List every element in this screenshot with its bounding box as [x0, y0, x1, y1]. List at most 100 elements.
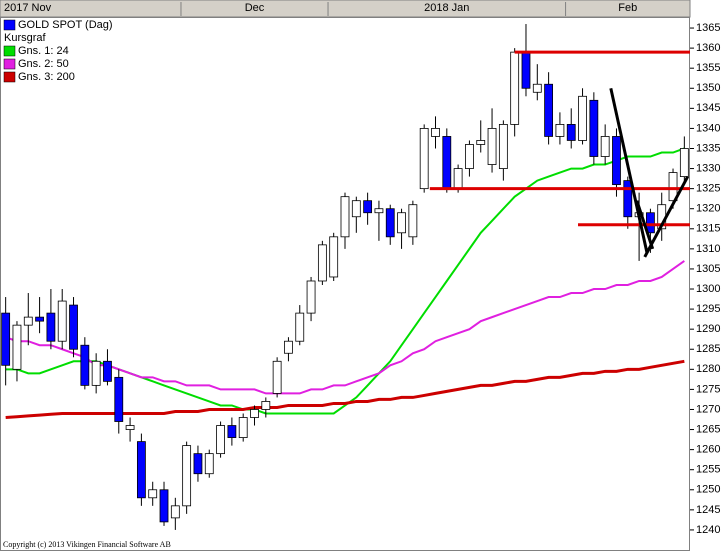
- candle-body: [363, 200, 373, 214]
- candle-body: [317, 244, 327, 282]
- y-tick-label: 1290: [696, 323, 720, 335]
- candle-body: [261, 401, 271, 410]
- legend-swatch: [3, 45, 16, 57]
- y-tick-label: 1295: [696, 303, 720, 315]
- y-tick-label: 1335: [696, 142, 720, 154]
- candle-body: [589, 99, 599, 157]
- candle-body: [453, 168, 463, 190]
- candle-body: [612, 136, 621, 186]
- legend-label: GOLD SPOT (Dag): [18, 19, 113, 31]
- candle-body: [532, 83, 542, 93]
- candle-body: [431, 128, 440, 137]
- candle-body: [623, 180, 633, 218]
- y-tick-label: 1280: [696, 363, 720, 375]
- plot-frame: [0, 17, 690, 551]
- candle-body: [12, 324, 22, 370]
- y-tick-label: 1310: [696, 243, 720, 255]
- y-tick-label: 1320: [696, 203, 720, 215]
- candle-body: [35, 316, 44, 322]
- candle-body: [329, 236, 339, 278]
- candle-body: [419, 128, 429, 190]
- y-tick-label: 1330: [696, 162, 720, 174]
- legend-title: Kursgraf: [4, 32, 47, 44]
- y-tick-label: 1315: [696, 223, 720, 235]
- candle-body: [351, 200, 361, 218]
- y-tick-label: 1240: [696, 524, 720, 536]
- candle-body: [408, 204, 418, 238]
- trend-line: [609, 87, 649, 254]
- candle-body: [476, 140, 486, 145]
- y-tick-label: 1365: [696, 22, 720, 34]
- candle-body: [272, 360, 282, 394]
- candle-layer: [1, 24, 689, 530]
- candle-body: [80, 344, 90, 386]
- trend-line: [635, 200, 655, 250]
- candle-body: [668, 172, 678, 202]
- candle-body: [193, 453, 203, 475]
- candle-body: [340, 196, 350, 238]
- y-tick-label: 1350: [696, 82, 720, 94]
- x-tick-label: Dec: [245, 2, 265, 14]
- y-tick-label: 1245: [696, 504, 720, 516]
- candle-body: [521, 51, 531, 89]
- legend-label: Gns. 1: 24: [18, 45, 69, 57]
- y-tick-label: 1340: [696, 122, 720, 134]
- candle-body: [227, 425, 237, 438]
- candle-body: [566, 124, 576, 141]
- candle-body: [295, 312, 305, 342]
- candle-body: [216, 425, 225, 455]
- y-tick-label: 1260: [696, 444, 720, 456]
- candle-body: [103, 360, 112, 382]
- candle-body: [1, 312, 11, 366]
- candle-body: [544, 83, 554, 137]
- time-axis-bar: [0, 0, 691, 18]
- candle-body: [397, 212, 406, 234]
- legend-label: Gns. 2: 50: [18, 58, 69, 70]
- candle-body: [170, 505, 180, 519]
- y-tick-label: 1345: [696, 102, 720, 114]
- candle-body: [69, 304, 78, 350]
- copyright: Copyright (c) 2013 Vikingen Financial So…: [3, 540, 171, 549]
- candle-body: [148, 489, 158, 499]
- candle-body: [578, 95, 587, 141]
- candle-body: [487, 128, 497, 165]
- candle-body: [125, 425, 135, 430]
- candle-body: [465, 144, 474, 169]
- annotation-layer: [429, 50, 690, 258]
- y-tick-label: 1300: [696, 283, 720, 295]
- x-tick-label: Feb: [618, 2, 637, 14]
- legend-swatch: [3, 58, 16, 70]
- candle-body: [91, 360, 101, 386]
- candle-body: [57, 300, 67, 342]
- candle-body: [679, 148, 689, 177]
- candle-body: [284, 340, 293, 354]
- x-tick-label: 2017 Nov: [4, 2, 52, 14]
- y-tick-label: 1255: [696, 464, 720, 476]
- candle-body: [250, 409, 259, 418]
- candle-body: [204, 453, 214, 475]
- candle-body: [114, 376, 124, 422]
- candle-body: [136, 441, 146, 499]
- candle-body: [46, 312, 56, 342]
- candle-body: [374, 208, 384, 214]
- y-tick-label: 1360: [696, 42, 720, 54]
- y-tick-label: 1250: [696, 484, 720, 496]
- legend-swatch: [3, 71, 16, 83]
- y-tick-label: 1275: [696, 383, 720, 395]
- y-tick-label: 1355: [696, 62, 720, 74]
- candle-body: [646, 212, 655, 234]
- y-tick-label: 1325: [696, 183, 720, 195]
- candle-body: [442, 136, 452, 190]
- candle-body: [498, 124, 508, 169]
- candle-body: [510, 51, 520, 125]
- y-tick-label: 1285: [696, 343, 720, 355]
- candle-body: [159, 489, 169, 523]
- legend-swatch: [3, 19, 16, 31]
- y-tick-label: 1270: [696, 403, 720, 415]
- legend-label: Gns. 3: 200: [18, 71, 75, 83]
- y-tick-label: 1265: [696, 423, 720, 435]
- candle-body: [306, 280, 316, 314]
